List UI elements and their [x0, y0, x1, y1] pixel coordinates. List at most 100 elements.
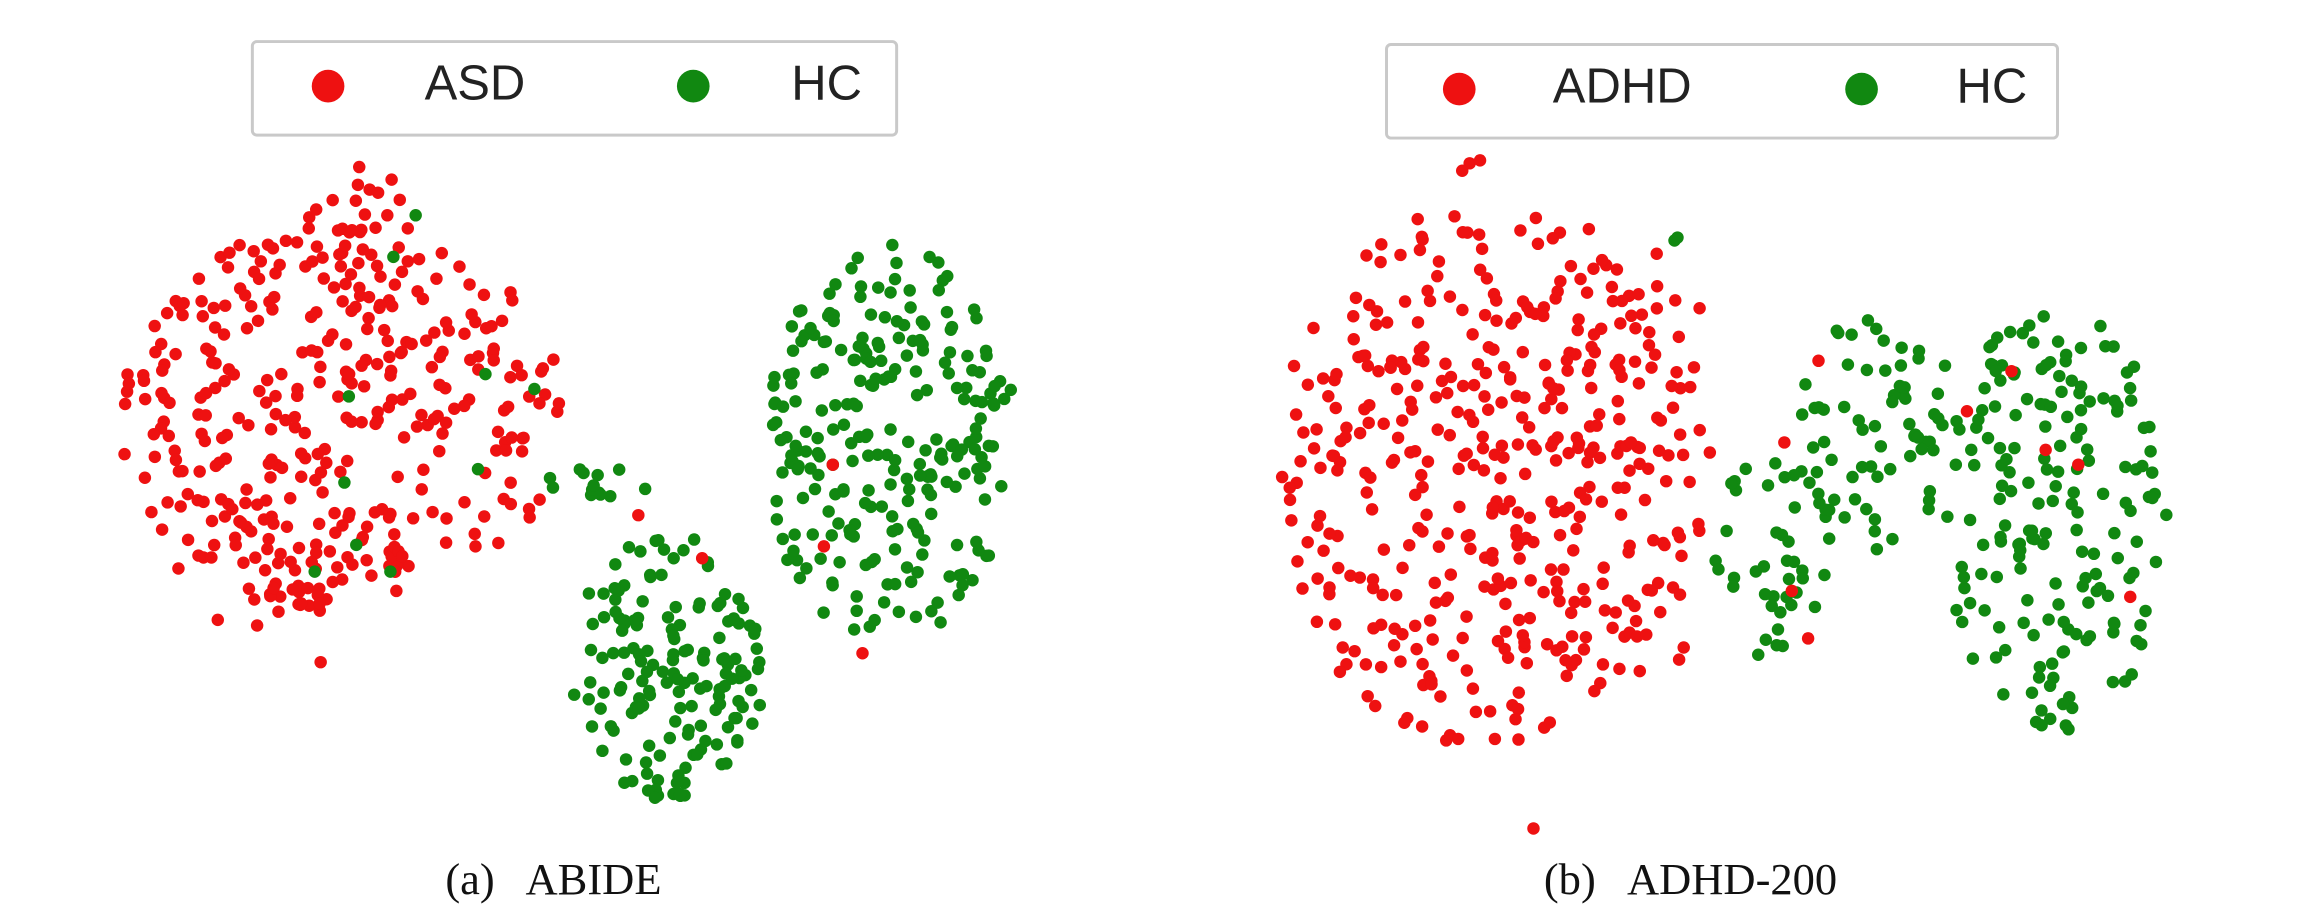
point-asd [314, 655, 327, 669]
point-adhd [1411, 212, 1424, 226]
point-hc [618, 776, 631, 789]
point-adhd [1495, 439, 1509, 452]
point-asd [260, 373, 274, 387]
point-asd [284, 555, 297, 569]
point-asd [211, 613, 225, 627]
point-hc [1841, 358, 1855, 371]
point-adhd [1313, 509, 1327, 523]
point-hc [644, 570, 657, 584]
point-adhd [1367, 622, 1380, 635]
point-adhd [1291, 555, 1304, 568]
point-adhd [1486, 546, 1499, 560]
point-asd [317, 272, 331, 285]
point-adhd [1560, 669, 1573, 683]
point-asd [244, 300, 258, 313]
point-adhd [1475, 242, 1489, 256]
point-hc [792, 305, 806, 318]
point-asd [259, 396, 273, 409]
point-hc [909, 610, 923, 624]
point-adhd [1519, 531, 1533, 545]
point-hc [584, 643, 598, 657]
point-adhd [1554, 274, 1567, 288]
point-hc [790, 553, 804, 567]
point-asd [232, 411, 245, 425]
point-adhd [1455, 164, 1469, 177]
point-hc [1780, 554, 1794, 568]
panel-b-legend-box [1385, 43, 2059, 140]
point-asd [396, 549, 409, 563]
point-adhd [1670, 365, 1683, 379]
point-asd [138, 392, 152, 406]
point-asd [395, 345, 408, 359]
point-asd [401, 222, 415, 235]
point-adhd [1394, 248, 1407, 262]
point-adhd [1429, 391, 1443, 404]
point-hc [608, 582, 621, 595]
point-hc [749, 622, 762, 636]
point-hc [913, 333, 927, 347]
point-adhd [1520, 656, 1534, 670]
point-hc [806, 528, 819, 541]
point-hc [1758, 587, 1772, 601]
point-asd [357, 380, 371, 393]
point-hc [904, 575, 918, 589]
point-hc [721, 720, 735, 734]
point-asd [323, 545, 337, 558]
panel-b-legend: ADHD HC [1385, 43, 2059, 140]
point-hc [604, 489, 617, 503]
point-hc [1845, 328, 1858, 341]
point-hc [768, 370, 781, 384]
point-hc [2082, 454, 2096, 467]
point-hc [1860, 502, 1873, 516]
point-adhd [1526, 439, 1539, 452]
point-hc [2125, 668, 2138, 681]
point-adhd [1402, 538, 1416, 552]
point-hc [2003, 466, 2016, 479]
point-adhd [1666, 581, 1680, 594]
point-asd [176, 308, 189, 322]
point-adhd [1372, 364, 1385, 378]
point-asd [439, 536, 453, 549]
point-hc [986, 440, 1000, 453]
point-asd [349, 194, 363, 207]
point-hc [2035, 719, 2048, 732]
point-hc [2037, 310, 2050, 323]
point-asd [506, 294, 519, 307]
point-adhd [1444, 370, 1458, 384]
point-hc [950, 450, 964, 463]
point-hc [861, 428, 874, 441]
point-hc [1806, 441, 1820, 454]
point-adhd [1557, 504, 1571, 518]
point-asd [355, 416, 368, 429]
point-hc [2045, 657, 2059, 670]
point-hc [720, 757, 733, 770]
point-asd [205, 514, 219, 528]
point-hc [1975, 567, 1988, 581]
point-adhd [1654, 605, 1667, 619]
point-hc [858, 496, 872, 510]
point-hc [731, 734, 744, 747]
point-adhd [1441, 386, 1454, 400]
point-adhd [1633, 457, 1646, 471]
point-adhd [1294, 455, 1307, 468]
point-hc [1972, 413, 1985, 426]
point-hc [1879, 364, 1892, 377]
point-hc [925, 605, 938, 618]
panel-b-caption: (b) ADHD-200 [1544, 854, 1837, 904]
point-adhd [1439, 594, 1452, 608]
point-adhd [1565, 630, 1579, 643]
point-hc [582, 693, 595, 706]
point-asd [339, 277, 352, 291]
point-adhd [1587, 262, 1600, 275]
point-hc [868, 613, 881, 627]
point-adhd [1396, 414, 1409, 427]
point-asd [433, 444, 446, 458]
point-asd [311, 447, 325, 461]
point-adhd [1593, 451, 1607, 465]
point-asd [355, 359, 368, 372]
point-hc [884, 478, 897, 491]
point-asd [244, 525, 258, 538]
point-adhd [1579, 630, 1593, 644]
point-adhd [1632, 377, 1646, 390]
point-asd [288, 421, 302, 434]
